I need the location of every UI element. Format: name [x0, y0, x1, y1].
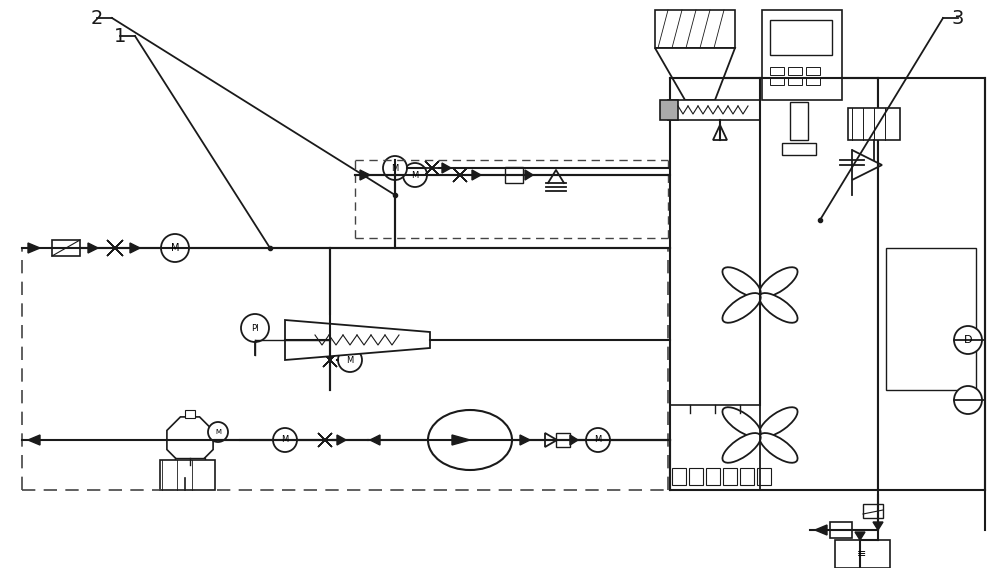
Bar — [670, 78, 878, 490]
Polygon shape — [525, 170, 533, 180]
Bar — [782, 143, 816, 155]
Ellipse shape — [759, 293, 798, 323]
Polygon shape — [337, 435, 346, 445]
Bar — [878, 78, 985, 490]
Ellipse shape — [722, 433, 761, 463]
Polygon shape — [442, 163, 451, 173]
Polygon shape — [453, 168, 467, 182]
Text: 1: 1 — [114, 27, 126, 45]
Bar — [790, 102, 808, 140]
Circle shape — [161, 234, 189, 262]
Bar — [806, 67, 820, 75]
Bar — [835, 540, 890, 568]
Ellipse shape — [759, 267, 798, 297]
Polygon shape — [318, 433, 332, 447]
Circle shape — [954, 326, 982, 354]
Text: M: M — [215, 429, 221, 435]
Polygon shape — [472, 170, 481, 180]
Bar — [655, 10, 735, 48]
Bar — [505, 167, 523, 183]
Polygon shape — [815, 525, 827, 535]
Ellipse shape — [759, 433, 798, 463]
Circle shape — [338, 348, 362, 372]
Polygon shape — [360, 170, 370, 180]
Polygon shape — [545, 433, 557, 447]
Polygon shape — [285, 320, 430, 360]
Text: M: M — [411, 170, 419, 179]
Bar — [672, 468, 686, 485]
Bar — [757, 468, 771, 485]
Ellipse shape — [722, 267, 761, 297]
Text: M: M — [594, 436, 602, 445]
Circle shape — [208, 422, 228, 442]
Bar — [175, 458, 205, 478]
Text: ≡: ≡ — [857, 549, 867, 559]
Circle shape — [273, 428, 297, 452]
Bar — [770, 77, 784, 85]
Circle shape — [241, 314, 269, 342]
Text: 3: 3 — [952, 9, 964, 27]
Bar — [689, 468, 703, 485]
Text: PI: PI — [251, 324, 259, 332]
Bar — [52, 240, 80, 256]
Polygon shape — [318, 433, 332, 447]
Bar — [706, 468, 720, 485]
Circle shape — [954, 386, 982, 414]
Polygon shape — [425, 161, 439, 175]
Circle shape — [586, 428, 610, 452]
Bar — [848, 108, 900, 140]
Bar — [788, 77, 802, 85]
Polygon shape — [370, 435, 380, 445]
Bar — [185, 410, 195, 418]
Polygon shape — [28, 243, 40, 253]
Bar — [863, 504, 883, 518]
Bar — [160, 460, 215, 490]
Ellipse shape — [722, 293, 761, 323]
Bar — [830, 522, 852, 538]
Bar — [788, 67, 802, 75]
Polygon shape — [107, 240, 123, 256]
Polygon shape — [520, 435, 530, 445]
Polygon shape — [452, 435, 470, 445]
Text: D: D — [964, 335, 972, 345]
Bar — [770, 67, 784, 75]
Bar — [806, 77, 820, 85]
Polygon shape — [88, 243, 98, 253]
Bar — [770, 20, 832, 55]
Polygon shape — [323, 353, 337, 367]
Ellipse shape — [722, 407, 761, 437]
Bar — [668, 100, 760, 120]
Ellipse shape — [759, 407, 798, 437]
Circle shape — [403, 163, 427, 187]
Polygon shape — [107, 240, 123, 256]
Bar — [740, 468, 754, 485]
Circle shape — [383, 156, 407, 180]
Polygon shape — [655, 48, 735, 100]
Text: M: M — [346, 356, 354, 365]
Bar — [660, 100, 678, 120]
Bar — [723, 468, 737, 485]
Polygon shape — [167, 417, 213, 463]
Polygon shape — [713, 125, 727, 140]
Polygon shape — [873, 522, 883, 530]
Bar — [762, 10, 842, 100]
Polygon shape — [570, 435, 578, 445]
Polygon shape — [323, 353, 337, 367]
Polygon shape — [28, 435, 40, 445]
Text: M: M — [171, 243, 179, 253]
Polygon shape — [130, 243, 140, 253]
Text: M: M — [391, 164, 399, 173]
Polygon shape — [855, 532, 865, 540]
Text: M: M — [281, 436, 289, 445]
Text: 2: 2 — [91, 9, 103, 27]
Bar — [556, 433, 570, 447]
Bar — [886, 248, 976, 390]
Ellipse shape — [428, 410, 512, 470]
Polygon shape — [453, 168, 467, 182]
Polygon shape — [425, 161, 439, 175]
